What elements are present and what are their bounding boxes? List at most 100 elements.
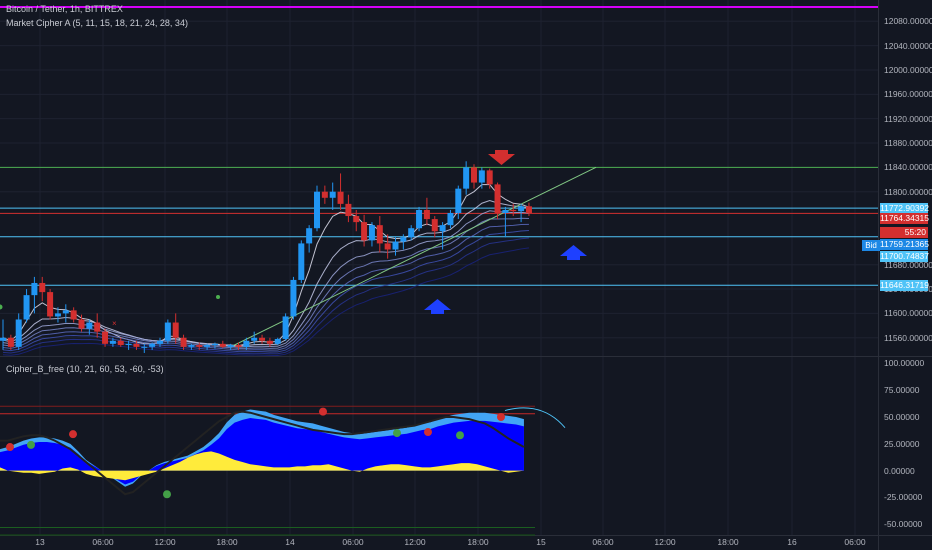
- candle-body: [431, 219, 438, 232]
- price-tick-label: 11920.00000: [884, 113, 932, 124]
- candle-body: [235, 345, 242, 347]
- candle-body: [15, 319, 22, 347]
- candle-body: [478, 170, 485, 183]
- time-tick-label: 06:00: [92, 537, 114, 547]
- candle-body: [455, 188, 462, 213]
- candle-body: [376, 225, 383, 244]
- candle-body: [416, 209, 423, 229]
- candle-body: [62, 310, 69, 314]
- candle-body: [337, 191, 344, 204]
- price-tag: 11700.74837: [880, 251, 930, 262]
- candle-body: [125, 343, 132, 346]
- candle-body: [392, 241, 399, 250]
- candle-body: [518, 206, 525, 212]
- time-tick-label: 12:00: [654, 537, 676, 547]
- signal-dot: [424, 428, 432, 437]
- time-tick-label: 18:00: [717, 537, 739, 547]
- candle-body: [368, 225, 375, 241]
- candle-body: [227, 345, 234, 347]
- candle-body: [494, 184, 501, 213]
- candle-body: [109, 340, 116, 344]
- candle-body: [471, 167, 477, 183]
- wave-blue-area: [0, 418, 524, 485]
- osc-tick-label: 25.00000: [884, 438, 920, 449]
- red-down-arrow: [488, 150, 515, 165]
- wt-line: [0, 410, 525, 496]
- price-tag: 11764.34315: [880, 213, 930, 224]
- candle-body: [384, 243, 391, 250]
- indicator-a-legend[interactable]: Market Cipher A (5, 11, 15, 18, 21, 24, …: [6, 18, 188, 28]
- time-tick-label: 06:00: [592, 537, 614, 547]
- ema-ribbon-line: [2, 217, 529, 349]
- candle-body: [259, 337, 266, 341]
- price-tag: 55:20: [880, 227, 928, 238]
- signal-dot: [393, 429, 401, 438]
- red-x-marker: ×: [112, 319, 117, 328]
- wt-tail-line: [504, 407, 566, 429]
- candle-body: [486, 170, 493, 185]
- candle-body: [141, 346, 148, 348]
- candle-body: [274, 338, 281, 344]
- osc-tick-label: 75.00000: [884, 385, 920, 396]
- price-tick-label: 11600.00000: [884, 308, 932, 319]
- osc-tick-label: -50.00000: [884, 519, 923, 530]
- osc-tick-label: 50.00000: [884, 412, 920, 422]
- time-tick-label: 14: [285, 537, 295, 547]
- candle-body: [149, 343, 156, 347]
- ema-ribbon-line: [2, 223, 529, 351]
- ema-ribbon-line: [2, 229, 529, 353]
- candle-body: [502, 209, 509, 213]
- candle-body: [329, 191, 336, 198]
- candle-body: [306, 228, 313, 244]
- wave-yellow-area: [0, 451, 524, 481]
- candle-body: [510, 209, 517, 212]
- price-tick-label: 11800.00000: [884, 186, 932, 197]
- candle-body: [400, 237, 407, 242]
- blue-up-arrow: [560, 245, 587, 260]
- time-tick-label: 12:00: [154, 537, 176, 547]
- symbol-legend[interactable]: Bitcoin / Tether, 1h, BITTREX: [6, 4, 123, 14]
- time-tick-label: 13: [35, 537, 45, 547]
- candle-body: [423, 209, 430, 220]
- time-tick-label: 16: [787, 537, 797, 547]
- osc-tick-label: 0.00000: [884, 465, 915, 476]
- candle-body: [321, 191, 328, 198]
- ema-ribbon-line: [2, 237, 529, 355]
- time-tick-label: 15: [536, 537, 546, 547]
- time-tick-label: 12:00: [404, 537, 426, 547]
- signal-dot: [497, 413, 505, 421]
- candle-body: [54, 313, 61, 317]
- candle-body: [31, 282, 38, 296]
- candle-body: [525, 206, 532, 213]
- indicator-b-legend[interactable]: Cipher_B_free (10, 21, 60, 53, -60, -53): [6, 364, 164, 374]
- candle-body: [102, 331, 109, 344]
- green-dot: [216, 295, 220, 299]
- candle-body: [219, 343, 226, 347]
- candle-body: [447, 212, 454, 226]
- price-tick-label: 11560.00000: [884, 332, 932, 343]
- candle-body: [298, 243, 305, 280]
- candle-body: [290, 279, 297, 317]
- price-tick-label: 11880.00000: [884, 138, 932, 148]
- candle-body: [361, 222, 368, 241]
- candle-body: [164, 322, 171, 341]
- candle-body: [0, 337, 6, 341]
- candle-body: [180, 337, 187, 347]
- signal-dot: [69, 430, 77, 439]
- trend-line: [230, 166, 597, 348]
- candle-body: [94, 322, 101, 332]
- signal-dot: [319, 407, 327, 416]
- price-tag: 11772.90392: [880, 203, 930, 214]
- price-tick-label: 12080.00000: [884, 16, 932, 27]
- candle-body: [408, 228, 415, 238]
- candle-body: [353, 216, 360, 223]
- osc-tick-label: 100.00000: [884, 358, 925, 369]
- signal-dot: [27, 440, 35, 449]
- ema-ribbon-line: [2, 247, 530, 356]
- price-tick-label: 12040.00000: [884, 40, 932, 51]
- bid-label: Bid: [862, 240, 880, 251]
- candle-body: [7, 337, 14, 347]
- candle-body: [117, 340, 124, 346]
